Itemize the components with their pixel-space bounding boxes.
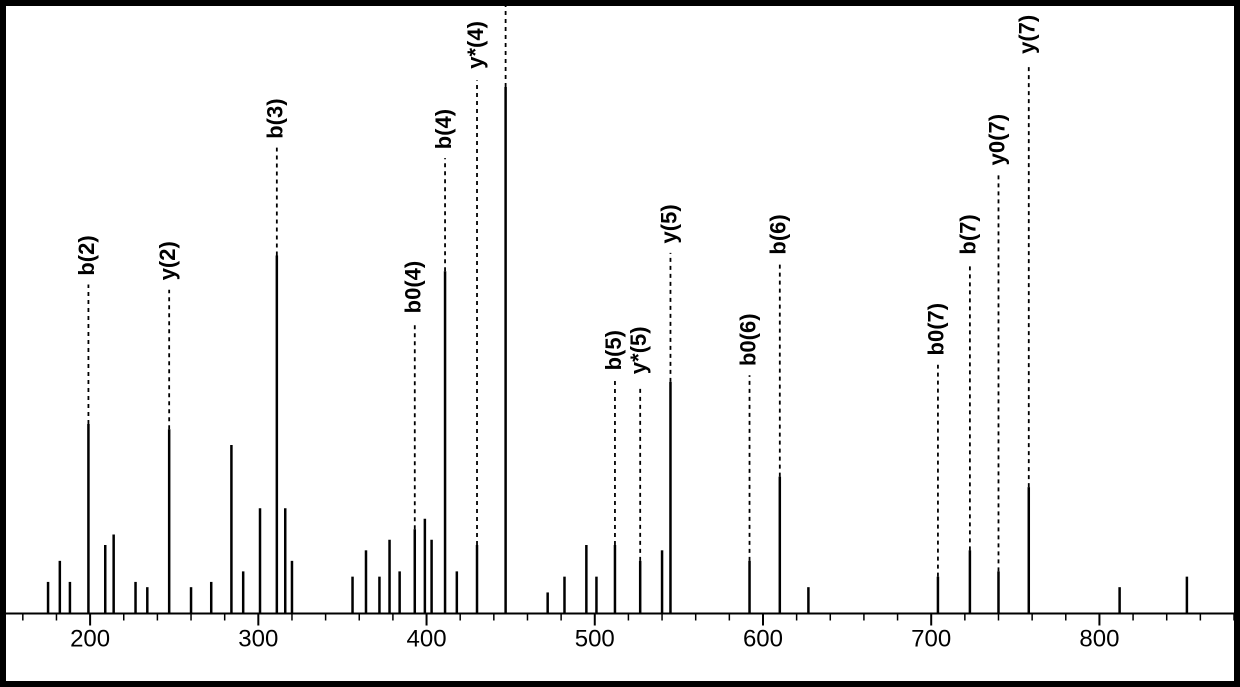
peak-label: b0(4) [401, 261, 426, 314]
peak-label: y*(4) [463, 21, 488, 69]
x-tick-label: 600 [743, 625, 783, 652]
peak-label: b(3) [263, 98, 288, 138]
spectrum-frame: 200 300 400 500 600 700 800 b(2) y(2) b(3) b0(4) b(… [0, 0, 1240, 687]
peak-label: b0(7) [924, 303, 949, 356]
spectrum-chart: 200 300 400 500 600 700 800 b(2) y(2) b(3) b0(4) b(… [6, 6, 1234, 681]
peak-label: y0(7) [984, 114, 1009, 165]
peak-label: y*(5) [626, 326, 651, 374]
x-tick-label: 700 [911, 625, 951, 652]
x-tick-label: 800 [1079, 625, 1119, 652]
peak-label: b0(6) [735, 313, 760, 366]
peak-label: y(2) [155, 241, 180, 280]
x-tick-label: 200 [70, 625, 110, 652]
x-tick-label: 500 [575, 625, 615, 652]
x-tick-label: 400 [407, 625, 447, 652]
peak-label: b(7) [956, 214, 981, 254]
peak-label: y(7) [1015, 15, 1040, 54]
peak-label: b(4) [431, 109, 456, 149]
peak-label: y(5) [656, 204, 681, 243]
peak-label: b(6) [766, 214, 791, 254]
peak-label: b(2) [74, 235, 99, 275]
x-tick-label: 300 [238, 625, 278, 652]
peak-label: b(5) [601, 330, 626, 370]
